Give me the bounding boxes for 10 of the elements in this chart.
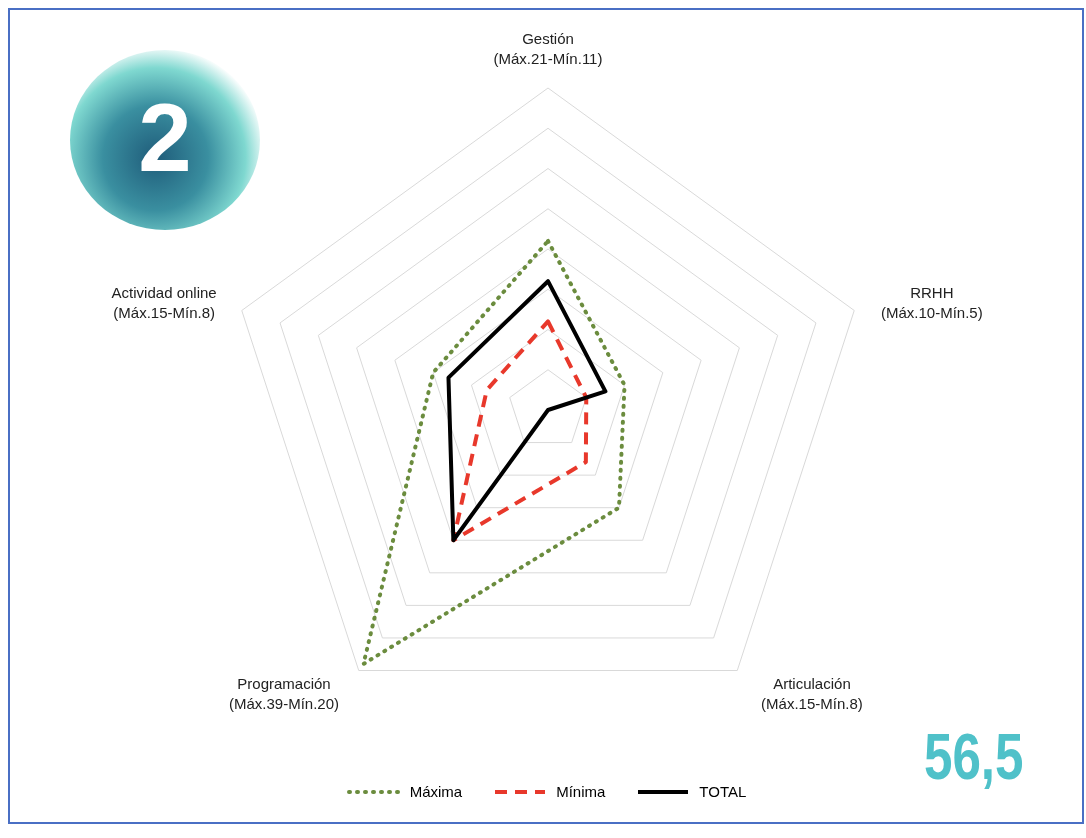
spoke-label: RRHH (Máx.10-Mín.5) [881,284,983,322]
legend-label: Máxima [409,783,463,800]
spoke-label: Programación (Máx.39-Mín.20) [229,674,340,712]
legend-label: Mínima [556,783,606,800]
text: 56,5 [924,721,1024,793]
spoke-label: Articulación (Máx.15-Mín.8) [761,674,863,712]
spoke-label: Gestión (Máx.21-Mín.11) [493,30,603,67]
spoke-label: Actividad online (Máx.15-Mín.8) [111,284,217,322]
text: 2 [137,84,193,191]
legend-label: TOTAL [699,783,747,800]
